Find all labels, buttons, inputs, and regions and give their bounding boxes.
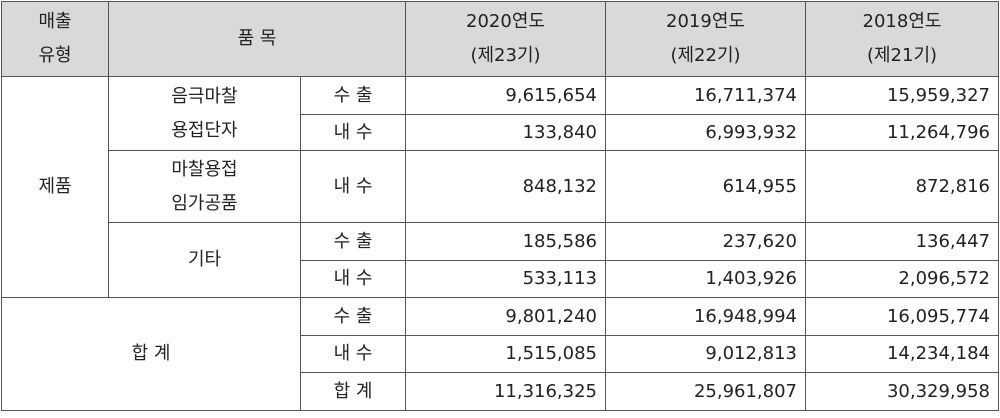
value: 11,316,325 <box>405 372 606 411</box>
kind: 수 출 <box>300 297 406 336</box>
value: 16,711,374 <box>605 76 806 115</box>
value: 136,447 <box>805 222 999 261</box>
kind: 수 출 <box>300 222 406 261</box>
kind: 수 출 <box>300 76 406 115</box>
value: 9,801,240 <box>405 297 606 336</box>
kind: 내 수 <box>300 114 406 151</box>
item-name: 기타 <box>108 222 301 298</box>
value: 533,113 <box>405 260 606 298</box>
value: 185,586 <box>405 222 606 261</box>
row: 합 계 11,316,325 25,961,807 30,329,958 <box>2 372 999 411</box>
header-row: 매출 유형 품 목 2020연도 (제23기) 2019연도 (제22기) 20… <box>1 1 999 77</box>
row: 마찰용접 임가공품 내 수 848,132 614,955 872,816 <box>2 150 999 223</box>
value: 133,840 <box>405 114 606 151</box>
sales-table: 매출 유형 품 목 2020연도 (제23기) 2019연도 (제22기) 20… <box>1 1 999 411</box>
value: 1,403,926 <box>605 260 806 298</box>
section-label: 제품 <box>1 76 109 298</box>
row: 내 수 533,113 1,403,926 2,096,572 <box>2 260 999 298</box>
value: 848,132 <box>405 150 606 223</box>
row: 내 수 1,515,085 9,012,813 14,234,184 <box>2 335 999 373</box>
value: 2,096,572 <box>805 260 999 298</box>
row: 내 수 133,840 6,993,932 11,264,796 <box>2 114 999 151</box>
value: 872,816 <box>805 150 999 223</box>
header-cell: 2018연도 (제21기) <box>805 1 999 77</box>
value: 11,264,796 <box>805 114 999 151</box>
value: 15,959,327 <box>805 76 999 115</box>
value: 9,615,654 <box>405 76 606 115</box>
value: 16,948,994 <box>605 297 806 336</box>
value: 9,012,813 <box>605 335 806 373</box>
value: 16,095,774 <box>805 297 999 336</box>
section-label: 합 계 <box>1 297 301 411</box>
value: 30,329,958 <box>805 372 999 411</box>
value: 614,955 <box>605 150 806 223</box>
header-cell: 2019연도 (제22기) <box>605 1 806 77</box>
row: 기타 수 출 185,586 237,620 136,447 <box>2 222 999 298</box>
value: 14,234,184 <box>805 335 999 373</box>
kind: 합 계 <box>300 372 406 411</box>
row: 제품 음극마찰 용접단자 수 출 9,615,654 16,711,374 15… <box>1 76 999 298</box>
kind: 내 수 <box>300 335 406 373</box>
header-cell: 품 목 <box>108 1 406 77</box>
row: 합 계 수 출 9,801,240 16,948,994 16,095,774 <box>1 297 999 411</box>
value: 1,515,085 <box>405 335 606 373</box>
value: 237,620 <box>605 222 806 261</box>
header-cell: 2020연도 (제23기) <box>405 1 606 77</box>
item-name: 마찰용접 임가공품 <box>108 150 301 223</box>
kind: 내 수 <box>300 260 406 298</box>
value: 6,993,932 <box>605 114 806 151</box>
kind: 내 수 <box>300 150 406 223</box>
item-name: 음극마찰 용접단자 <box>108 76 301 151</box>
value: 25,961,807 <box>605 372 806 411</box>
header-cell: 매출 유형 <box>1 1 109 77</box>
